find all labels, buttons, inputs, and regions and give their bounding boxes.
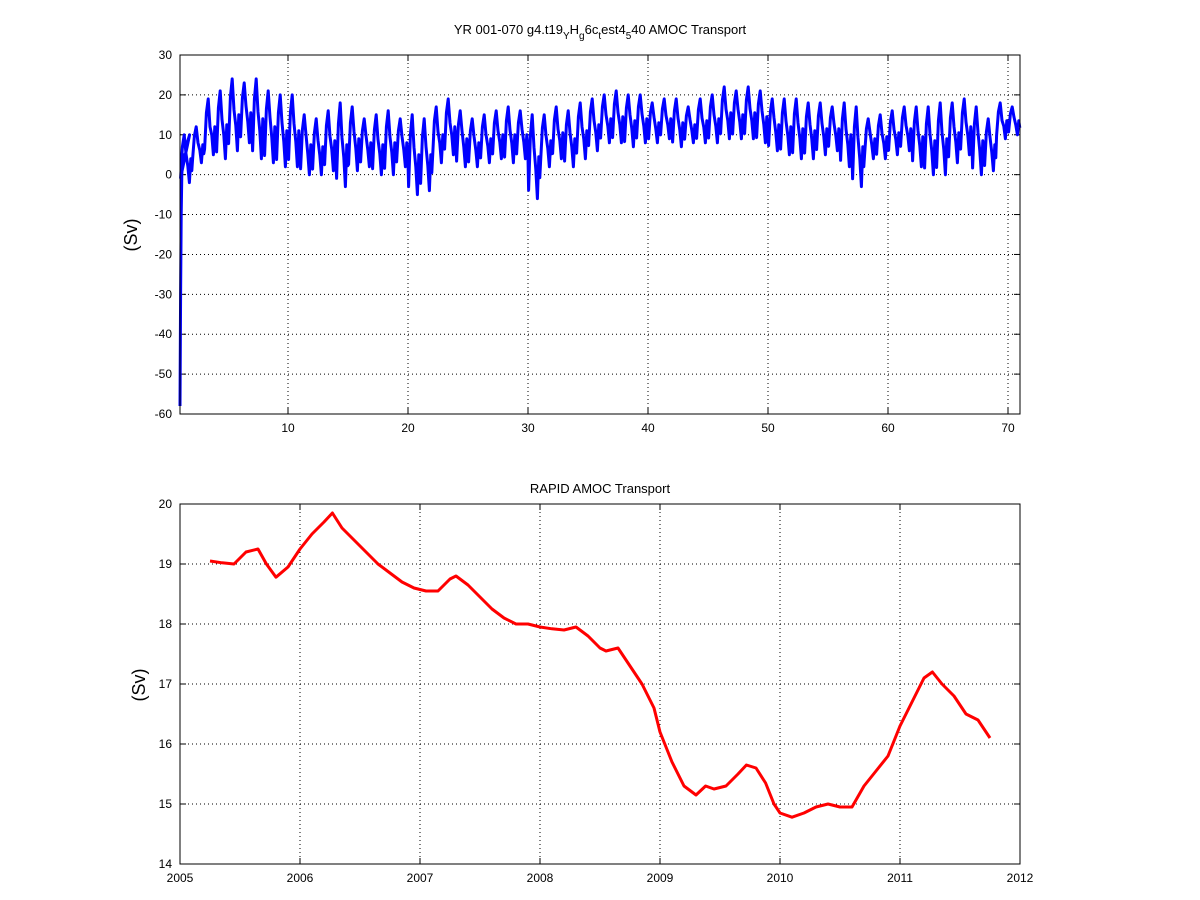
x-tick-label: 2010 xyxy=(767,871,794,885)
x-tick-label: 30 xyxy=(521,421,535,435)
y-tick-label: -60 xyxy=(155,407,173,421)
x-tick-label: 50 xyxy=(761,421,775,435)
model-chart-axes-frame xyxy=(179,54,1021,415)
x-tick-label: 2005 xyxy=(167,871,194,885)
model-amoc-chart: YR 001-070 g4.t19YHg6ctest4540 AMOC Tran… xyxy=(121,22,1022,435)
x-tick-label: 70 xyxy=(1001,421,1015,435)
y-tick-label: 20 xyxy=(159,88,173,102)
y-tick-label: 17 xyxy=(159,677,173,691)
x-tick-label: 10 xyxy=(281,421,295,435)
rapid-chart-title: RAPID AMOC Transport xyxy=(530,481,671,496)
x-tick-label: 2011 xyxy=(887,871,913,885)
y-tick-label: 10 xyxy=(159,128,173,142)
y-tick-label: -10 xyxy=(155,208,173,222)
model-amoc-series-line xyxy=(178,77,1022,407)
x-tick-label: 2007 xyxy=(407,871,434,885)
rapid-amoc-chart: RAPID AMOC Transport (Sv) 2005 2006 2007 20… xyxy=(129,481,1034,885)
y-tick-label: 0 xyxy=(165,168,172,182)
x-tick-label: 2006 xyxy=(287,871,314,885)
y-tick-label: 14 xyxy=(159,857,173,871)
x-tick-label: 2008 xyxy=(527,871,554,885)
x-tick-label: 2009 xyxy=(647,871,674,885)
model-chart-ticks: 10 20 30 40 50 60 70 -60 -50 -40 -30 -20 -10 0 10 20 30 xyxy=(155,48,1020,435)
y-tick-label: 20 xyxy=(159,497,173,511)
model-chart-title: YR 001-070 g4.t19YHg6ctest4540 AMOC Tran… xyxy=(454,22,747,42)
rapid-amoc-series-line xyxy=(209,511,992,819)
x-tick-label: 60 xyxy=(881,421,895,435)
x-tick-label: 2012 xyxy=(1007,871,1034,885)
y-tick-label: 19 xyxy=(159,557,173,571)
y-tick-label: 30 xyxy=(159,48,173,62)
y-tick-label: 18 xyxy=(159,617,173,631)
x-tick-label: 20 xyxy=(401,421,415,435)
y-tick-label: -40 xyxy=(155,327,173,341)
rapid-chart-grid xyxy=(180,504,1020,864)
rapid-chart-ylabel: (Sv) xyxy=(129,669,149,702)
y-tick-label: -30 xyxy=(155,287,173,301)
y-tick-label: -50 xyxy=(155,367,173,381)
y-tick-label: 15 xyxy=(159,797,173,811)
model-chart-ylabel: (Sv) xyxy=(121,219,141,252)
x-tick-label: 40 xyxy=(641,421,655,435)
rapid-chart-axes-frame xyxy=(179,503,1021,865)
rapid-chart-ticks: 2005 2006 2007 2008 2009 2010 2011 2012 14 15 16 17… xyxy=(159,497,1034,885)
y-tick-label: -20 xyxy=(155,247,173,261)
y-tick-label: 16 xyxy=(159,737,173,751)
